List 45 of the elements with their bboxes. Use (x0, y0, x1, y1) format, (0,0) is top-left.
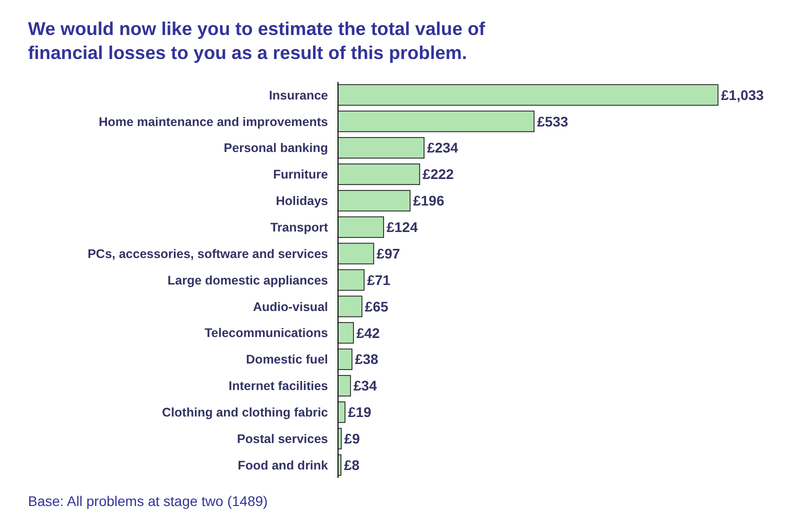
bar (338, 375, 351, 396)
y-tick-label: Transport (270, 220, 329, 235)
data-label: £196 (413, 192, 444, 209)
y-tick-label: PCs, accessories, software and services (88, 246, 328, 261)
y-tick-label: Insurance (268, 88, 328, 102)
data-label: £8 (344, 456, 360, 473)
bar (338, 190, 410, 212)
bar (338, 401, 346, 423)
data-label: £124 (386, 219, 418, 236)
y-tick-label: Clothing and clothing fabric (162, 406, 328, 420)
y-tick-label: Home maintenance and improvements (98, 114, 328, 129)
bar (338, 322, 354, 344)
bar (338, 348, 352, 370)
data-label: £71 (367, 272, 391, 288)
bar (338, 110, 534, 132)
bar (338, 296, 362, 318)
bar (338, 137, 424, 159)
bar (338, 164, 420, 185)
data-label: £42 (356, 324, 380, 341)
bar (338, 269, 365, 291)
y-tick-label: Domestic fuel (246, 352, 328, 367)
bar (338, 216, 384, 238)
y-tick-label: Telecommunications (204, 326, 328, 340)
y-tick-label: Internet facilities (228, 379, 328, 394)
data-label: £97 (376, 245, 400, 262)
data-label: £533 (537, 113, 568, 130)
data-label: £234 (427, 140, 458, 156)
chart-title: We would now like you to estimate the total value of financial losses to you as a result of this problem. (28, 18, 486, 63)
data-label: £19 (348, 404, 372, 420)
bar (338, 242, 374, 264)
y-tick-label: Food and drink (238, 458, 328, 472)
y-tick-label: Postal services (236, 432, 328, 446)
y-tick-label: Holidays (276, 194, 328, 208)
data-label: £1,033 (721, 86, 764, 103)
y-tick-label: Audio-visual (252, 300, 328, 314)
text: Base: All problems at stage two (1489) (28, 493, 268, 509)
y-tick-label: Large domestic appliances (168, 273, 328, 288)
y-tick-label: Furniture (273, 168, 328, 182)
data-label: £38 (354, 351, 379, 368)
y-tick-label: Personal banking (224, 141, 328, 156)
data-label: £9 (344, 430, 360, 447)
data-label: £34 (354, 378, 378, 394)
data-label: £65 (364, 298, 388, 314)
bar (338, 84, 718, 106)
data-label: £222 (422, 166, 454, 182)
